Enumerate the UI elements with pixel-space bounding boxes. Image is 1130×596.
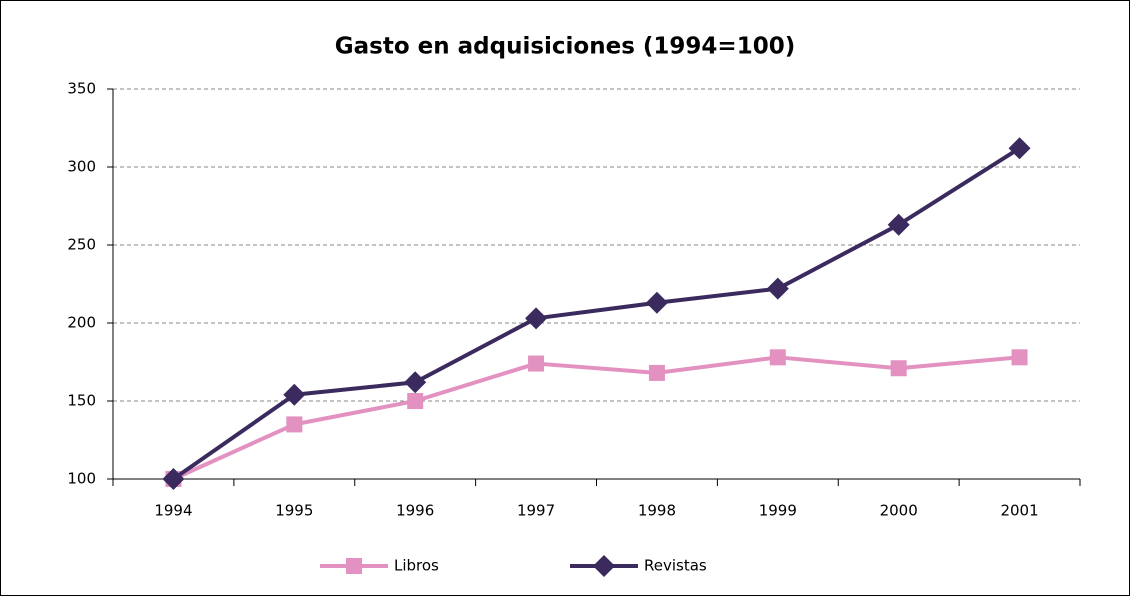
x-tick-label: 1994 (154, 502, 192, 520)
x-tick-label: 1995 (275, 502, 313, 520)
data-point (648, 364, 665, 381)
y-tick-label: 300 (67, 158, 96, 176)
series-line (172, 355, 1020, 481)
data-point (766, 277, 789, 300)
data-point (645, 291, 668, 314)
y-tick-label: 250 (67, 236, 96, 254)
data-point (286, 416, 303, 433)
x-tick-label: 1997 (517, 502, 555, 520)
y-tick-label: 200 (67, 314, 96, 332)
y-tick-label: 150 (67, 392, 96, 410)
data-point (407, 393, 424, 409)
data-point (887, 213, 910, 236)
x-tick-label: 2001 (1000, 502, 1038, 520)
y-tick-label: 350 (67, 80, 96, 98)
series-line (172, 146, 1021, 481)
data-point (528, 355, 545, 372)
y-tick-label: 100 (67, 470, 96, 488)
data-point (890, 360, 907, 377)
x-tick-label: 2000 (880, 502, 918, 520)
legend-marker (593, 555, 615, 577)
data-point (1008, 137, 1031, 160)
data-point (525, 307, 548, 330)
x-tick-label: 1999 (759, 502, 797, 520)
x-tick-label: 1998 (638, 502, 676, 520)
x-tick-label: 1996 (396, 502, 434, 520)
data-point (162, 468, 185, 490)
legend-label: Revistas (644, 557, 707, 575)
data-point (1011, 349, 1028, 366)
data-point (404, 371, 427, 394)
data-point (769, 349, 786, 366)
legend-marker (346, 558, 362, 574)
data-point (283, 383, 306, 406)
legend-label: Libros (394, 557, 439, 575)
chart-title: Gasto en adquisiciones (1994=100) (335, 34, 795, 60)
